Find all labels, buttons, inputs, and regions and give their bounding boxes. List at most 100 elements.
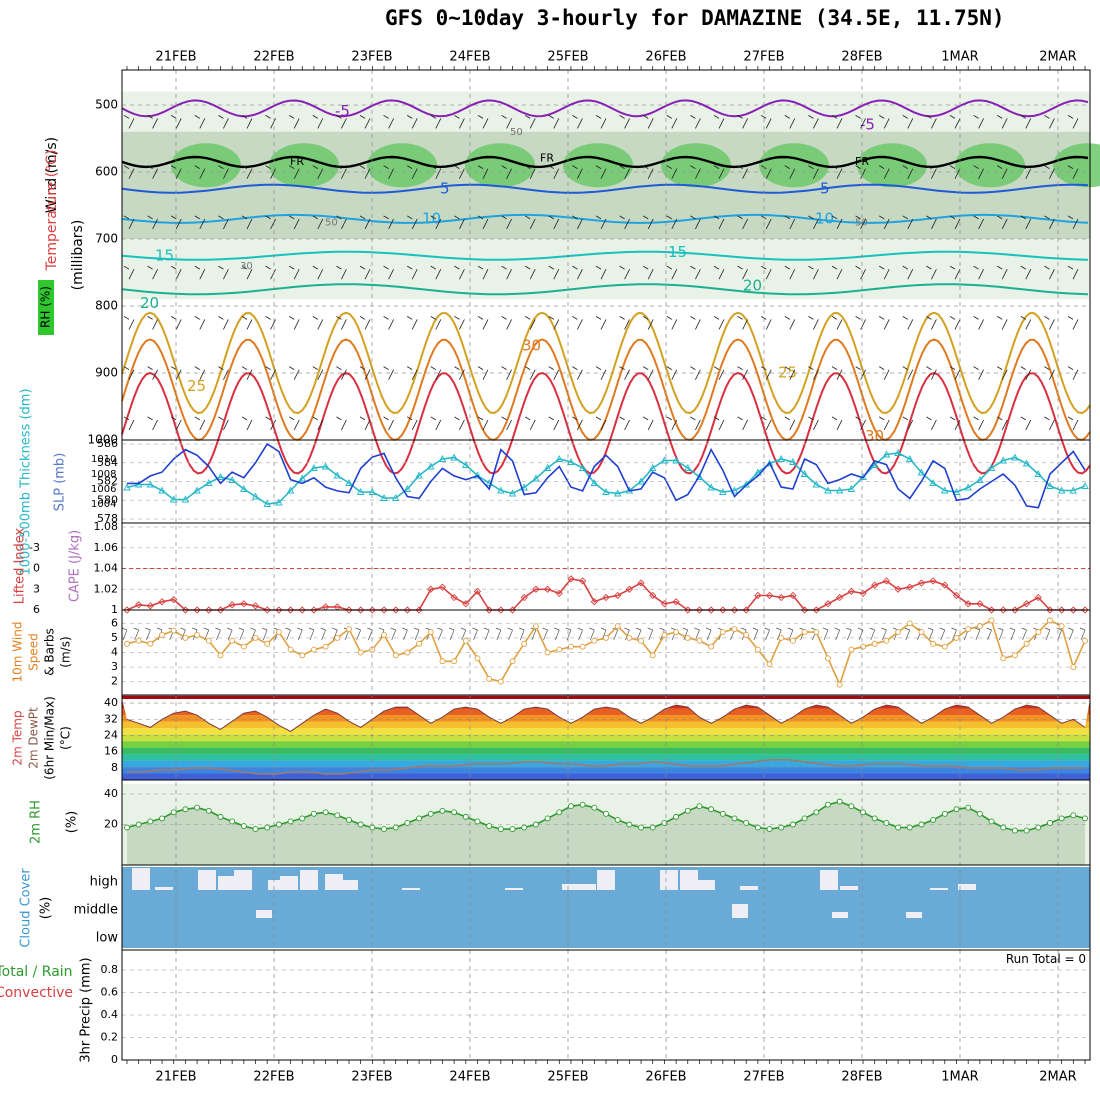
lifted-index-tick-label: -3 [29, 541, 40, 554]
date-label-bottom: 24FEB [449, 1070, 490, 1085]
date-label-bottom: 23FEB [351, 1070, 392, 1085]
wind-speed-point [638, 637, 644, 644]
wind-barb [831, 215, 843, 230]
thickness-ylabel: 1000-500mb Thickness (dm) [19, 388, 34, 575]
slp-point [894, 449, 902, 456]
wind-speed-point [217, 652, 224, 659]
slp-point [134, 480, 143, 488]
wind-barb [170, 316, 182, 330]
wind-speed-point [731, 626, 738, 633]
wind-barb [359, 115, 371, 129]
wind-barb [949, 416, 961, 431]
wind-barb [123, 265, 135, 280]
wind-barb [454, 366, 465, 380]
wind-ylabel: Speed [27, 633, 41, 671]
cape-point [415, 606, 423, 614]
date-label-top: 22FEB [253, 50, 294, 65]
wind-tick-label: 4 [111, 646, 118, 659]
wind-speed-point [579, 643, 586, 650]
rh2m-point [229, 818, 236, 825]
wind-barb [170, 165, 182, 179]
slp-tick-label: 1008 [91, 469, 116, 480]
wind-barb [477, 366, 489, 380]
wind-barb [784, 416, 796, 431]
wind-barb [713, 416, 725, 431]
wind-speed-point [836, 681, 843, 688]
cloud-high-bar [597, 870, 615, 890]
thickness-tick-label: 578 [97, 512, 118, 525]
wind-barb [1044, 115, 1055, 129]
slp-tick-label: 1006 [91, 484, 116, 495]
slp-point [1034, 470, 1043, 477]
label-minus5: -5 [335, 102, 350, 120]
rh2m-point [684, 807, 691, 814]
slp-point [999, 456, 1007, 464]
wind-speed-point [556, 646, 563, 653]
wind-speed-point [673, 629, 680, 636]
slp-point [251, 492, 260, 500]
temp-color-band [122, 708, 1090, 716]
wind-barb [878, 316, 890, 330]
wind-barb [926, 165, 937, 179]
rh2m-point [170, 809, 177, 816]
wind-speed-point [404, 649, 411, 656]
wind10m-barb [904, 627, 911, 641]
thickness-tick-label: 584 [97, 456, 118, 469]
wind-speed-point [626, 634, 633, 641]
wind10m-barb [951, 627, 957, 641]
cape-point [1081, 606, 1089, 614]
wind-barb [501, 265, 512, 280]
lifted-index-tick-label: 6 [33, 603, 40, 616]
wind-barb [642, 366, 654, 380]
run-total-label: Run Total = 0 [1005, 952, 1086, 966]
slp-point [497, 486, 505, 494]
wind10m-barb [484, 627, 490, 641]
wind-barb [194, 416, 206, 431]
wind-barb [666, 366, 678, 380]
label-10: 10 [815, 209, 834, 227]
cape-point [473, 587, 482, 595]
slp-point [578, 464, 587, 471]
date-label-top: 28FEB [841, 50, 882, 65]
rh2m-point [1070, 812, 1077, 819]
wind-barb [288, 215, 300, 230]
wind10m-barb [121, 627, 128, 641]
slp-point [298, 474, 307, 482]
wind-barb [831, 115, 843, 129]
wind10m-barb [1068, 627, 1074, 641]
wind-barb [477, 215, 489, 230]
wind-barb [123, 316, 135, 330]
cloud-high-bar [562, 884, 580, 890]
wind-barb [477, 115, 489, 129]
rh2m-point [953, 806, 960, 813]
cape-tick-label: 1.08 [94, 520, 119, 533]
date-label-top: 23FEB [351, 50, 392, 65]
wind-barb [902, 366, 914, 380]
wind-barb [619, 265, 630, 280]
slp-point [158, 486, 166, 494]
slp-point [613, 489, 622, 497]
slp-point [473, 471, 482, 479]
temp-tick-label: 32 [104, 712, 118, 725]
slp-point [789, 458, 797, 465]
slp-point [917, 468, 926, 476]
wind-speed-point [521, 640, 528, 647]
wind-barb [1044, 366, 1055, 380]
wind-barb [737, 265, 748, 280]
date-label-bottom: 1MAR [941, 1070, 978, 1085]
wind-barb [194, 215, 206, 230]
temp-ylabel: (6hr Min/Max) [43, 696, 57, 780]
cape-point [357, 606, 365, 614]
wind-barb [430, 416, 442, 431]
wind-speed-point [1035, 629, 1042, 636]
wind-barb [1044, 215, 1055, 230]
wind-speed-point [930, 640, 937, 647]
wind-speed-point [766, 661, 773, 668]
wind10m-barb [355, 627, 361, 641]
wind-speed-point [486, 675, 493, 682]
wind-barb [241, 115, 253, 129]
wind-barb [218, 316, 229, 330]
wind-barb [312, 115, 324, 129]
thickness-line [127, 442, 1086, 509]
